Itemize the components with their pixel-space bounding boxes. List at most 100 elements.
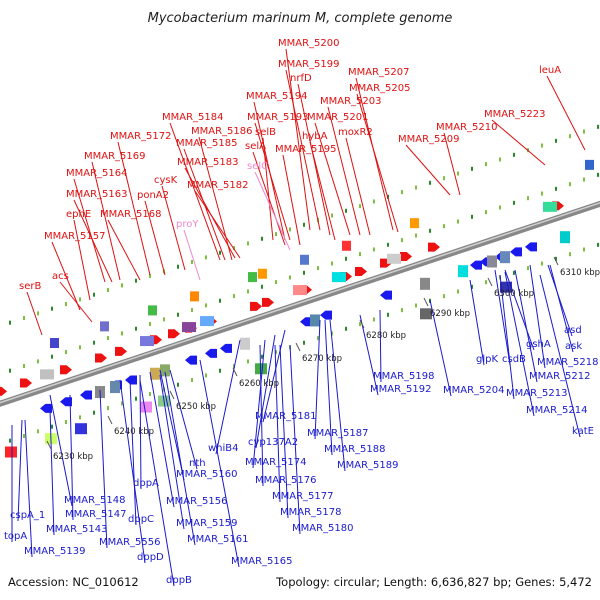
forward-gene-label[interactable]: MMAR_5183 — [177, 157, 239, 168]
reverse-gene-label[interactable]: gshA — [526, 339, 551, 350]
reverse-leader-line — [255, 334, 276, 449]
forward-gene-label[interactable]: ponA2 — [137, 190, 169, 201]
reverse-gene-label[interactable]: MMAR_5165 — [231, 556, 293, 567]
forward-gene-label[interactable]: leuA — [539, 65, 561, 76]
pseudo-gene-label[interactable]: proY — [176, 219, 199, 230]
reverse-leader-line — [324, 319, 333, 456]
forward-gene-label[interactable]: MMAR_5207 — [348, 67, 410, 78]
reverse-gene-label[interactable]: whiB4 — [208, 443, 239, 454]
reverse-gene-label[interactable]: dppC — [128, 514, 154, 525]
reverse-gene-label[interactable]: MMAR_5189 — [337, 460, 399, 471]
forward-gene-arrow — [168, 329, 180, 339]
forward-gene-label[interactable]: serB — [19, 281, 41, 292]
reverse-gene-label[interactable]: MMAR_5180 — [292, 523, 354, 534]
reverse-gene-label[interactable]: MMAR_5139 — [24, 546, 86, 557]
reverse-gene-label[interactable]: MMAR_5213 — [506, 388, 568, 399]
pseudo-leader-line — [254, 171, 291, 251]
forward-gene-label[interactable]: MMAR_5200 — [278, 38, 340, 49]
forward-gene-label[interactable]: nrfD — [290, 73, 312, 84]
gc-dot — [555, 186, 557, 191]
reverse-gene-label[interactable]: MMAR_5178 — [280, 507, 342, 518]
forward-gene-label[interactable]: MMAR_5203 — [320, 96, 382, 107]
forward-gene-label[interactable]: MMAR_5194 — [246, 91, 308, 102]
forward-gene-label[interactable]: selA — [245, 141, 266, 152]
reverse-gene-label[interactable]: dppB — [166, 575, 192, 586]
reverse-gene-label[interactable]: cspA_1 — [10, 510, 45, 521]
gene-block — [293, 285, 307, 296]
reverse-gene-label[interactable]: cyp137A2 — [248, 437, 298, 448]
gene-block — [50, 338, 59, 349]
forward-gene-label[interactable]: MMAR_5193 — [247, 112, 309, 123]
gc-dot — [359, 322, 361, 327]
gc-dot — [555, 256, 557, 261]
reverse-gene-label[interactable]: MMAR_5176 — [255, 475, 317, 486]
reverse-gene-label[interactable]: csdB — [502, 354, 526, 365]
forward-gene-label[interactable]: MMAR_5195 — [275, 144, 337, 155]
reverse-gene-label[interactable]: MMAR_5181 — [255, 411, 317, 422]
reverse-gene-label[interactable]: asd — [564, 325, 582, 336]
pseudo-gene-label[interactable]: selC — [247, 161, 268, 172]
reverse-leader-line — [504, 271, 535, 417]
forward-gene-arrow — [60, 365, 72, 375]
reverse-gene-label[interactable]: MMAR_5188 — [324, 444, 386, 455]
forward-gene-label[interactable]: MMAR_5186 — [191, 126, 253, 137]
forward-gene-label[interactable]: MMAR_5205 — [349, 83, 411, 94]
forward-gene-label[interactable]: MMAR_5185 — [176, 138, 238, 149]
forward-gene-label[interactable]: cysK — [154, 175, 178, 186]
reverse-gene-label[interactable]: katE — [572, 426, 594, 437]
reverse-gene-label[interactable]: glpK — [476, 354, 498, 365]
forward-gene-arrow — [400, 251, 412, 261]
gc-dot — [135, 326, 137, 331]
gc-dot — [583, 247, 585, 252]
forward-gene-label[interactable]: MMAR_5182 — [187, 180, 249, 191]
gc-dot — [149, 322, 151, 327]
forward-gene-label[interactable]: hybA — [302, 131, 328, 142]
forward-gene-label[interactable]: ephE — [66, 209, 91, 220]
reverse-gene-label[interactable]: nth — [189, 458, 206, 469]
forward-gene-label[interactable]: MMAR_5184 — [162, 112, 224, 123]
reverse-gene-label[interactable]: topA — [4, 531, 27, 542]
forward-gene-label[interactable]: MMAR_5210 — [436, 122, 498, 133]
reverse-gene-label[interactable]: MMAR_5161 — [187, 534, 249, 545]
reverse-gene-label[interactable]: MMAR_5218 — [537, 357, 599, 368]
forward-gene-label[interactable]: MMAR_5168 — [100, 209, 162, 220]
forward-gene-label[interactable]: MMAR_5164 — [66, 168, 128, 179]
gc-dot — [79, 297, 81, 302]
forward-gene-label[interactable]: MMAR_5172 — [110, 131, 172, 142]
reverse-gene-label[interactable]: MMAR_5174 — [245, 457, 307, 468]
reverse-gene-label[interactable]: MMAR_5214 — [526, 405, 588, 416]
reverse-gene-label[interactable]: MMAR_5192 — [370, 384, 432, 395]
forward-gene-arrow — [262, 297, 274, 307]
forward-gene-label[interactable]: MMAR_5199 — [278, 59, 340, 70]
reverse-gene-label[interactable]: MMAR_5198 — [373, 371, 435, 382]
reverse-gene-label[interactable]: MMAR_5148 — [64, 495, 126, 506]
forward-gene-label[interactable]: MMAR_5157 — [44, 231, 106, 242]
reverse-gene-label[interactable]: MMAR_5212 — [529, 371, 591, 382]
reverse-gene-label[interactable]: MMAR_5160 — [176, 469, 238, 480]
forward-gene-label[interactable]: MMAR_5209 — [398, 134, 460, 145]
reverse-gene-label[interactable]: dppD — [137, 552, 164, 563]
forward-gene-label[interactable]: moxR2 — [338, 127, 373, 138]
reverse-gene-label[interactable]: dppA — [133, 478, 159, 489]
forward-gene-label[interactable]: MMAR_5169 — [84, 151, 146, 162]
reverse-gene-label[interactable]: MMAR_5556 — [99, 537, 161, 548]
reverse-gene-label[interactable]: MMAR_5147 — [65, 509, 127, 520]
reverse-gene-label[interactable]: MMAR_5159 — [176, 518, 238, 529]
gc-dot — [51, 354, 53, 359]
reverse-gene-label[interactable]: MMAR_5204 — [443, 385, 505, 396]
forward-gene-label[interactable]: MMAR_5201 — [307, 112, 369, 123]
forward-gene-label[interactable]: MMAR_5223 — [484, 109, 546, 120]
reverse-gene-label[interactable]: ask — [565, 341, 582, 352]
reverse-leader-line — [529, 264, 546, 369]
forward-gene-label[interactable]: selB — [255, 127, 276, 138]
reverse-gene-label[interactable]: MMAR_5187 — [307, 428, 369, 439]
reverse-gene-label[interactable]: MMAR_5156 — [166, 496, 228, 507]
reverse-gene-label[interactable]: MMAR_5143 — [46, 524, 108, 535]
kbp-axis-ticks: 6230 kbp 6240 kbp 6250 kbp 6260 kbp 6270 kbp… — [46, 256, 600, 462]
reverse-gene-label[interactable]: MMAR_5177 — [272, 491, 334, 502]
reverse-gene-arrow — [510, 247, 522, 257]
forward-gene-label[interactable]: acs — [52, 271, 69, 282]
forward-gene-label[interactable]: MMAR_5163 — [66, 189, 128, 200]
reverse-leader-line — [429, 299, 452, 397]
